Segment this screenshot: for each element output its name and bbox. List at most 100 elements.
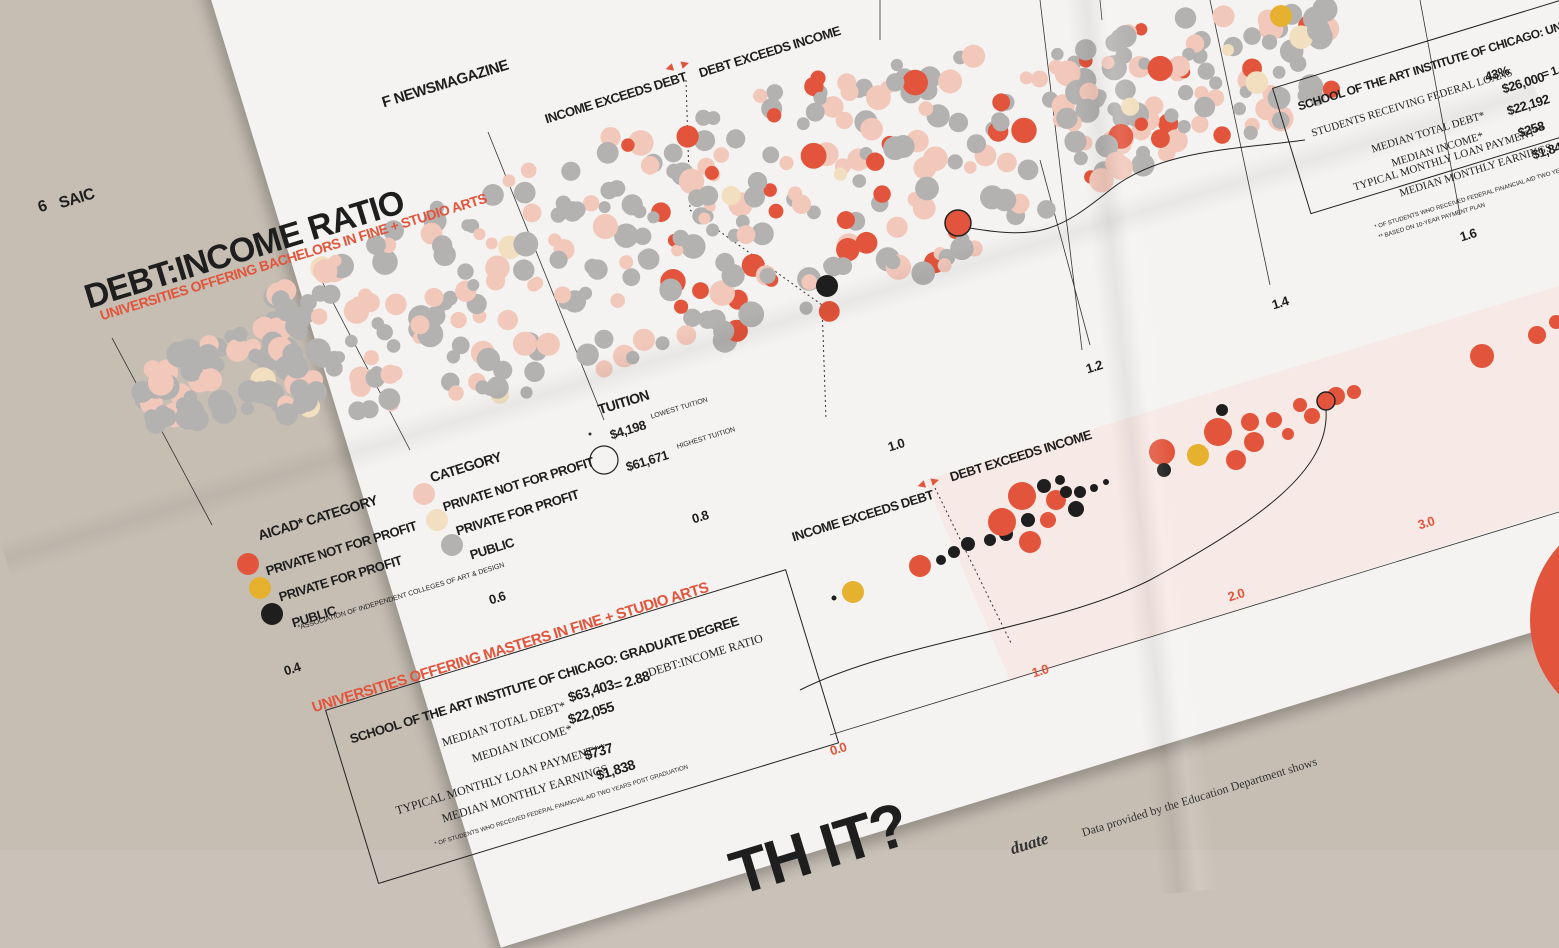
axis-line-masters xyxy=(829,511,1559,736)
bubble-bachelors xyxy=(424,287,444,307)
bubble-masters xyxy=(1055,475,1065,485)
bubble-bachelors xyxy=(886,73,905,92)
bubble-bachelors xyxy=(448,385,464,401)
bubble-bachelors xyxy=(366,235,386,255)
bubble-bachelors xyxy=(698,310,717,329)
bubble-bachelors xyxy=(666,163,682,179)
bubble-bachelors xyxy=(410,315,430,335)
bubble-masters xyxy=(831,595,837,601)
bubble-bachelors xyxy=(768,203,784,219)
bubble-bachelors xyxy=(640,156,660,175)
bubble-bachelors xyxy=(520,162,537,179)
bubble-bachelors xyxy=(238,380,261,403)
legend-swatch xyxy=(441,534,463,556)
bubble-masters xyxy=(1068,501,1084,517)
bubble-bachelors xyxy=(747,172,768,192)
bubble-bachelors xyxy=(816,275,838,297)
bubble-bachelors xyxy=(1114,25,1137,48)
bubble-bachelors xyxy=(596,141,619,164)
bubble-bachelors xyxy=(1209,76,1223,90)
bubble-bachelors xyxy=(473,228,486,241)
bubble-bachelors xyxy=(659,278,683,302)
large-bubble-masters xyxy=(1530,545,1559,695)
bubble-bachelors xyxy=(386,339,401,353)
legend-swatch xyxy=(588,432,592,436)
bubble-bachelors xyxy=(275,298,299,322)
bubble-masters xyxy=(988,508,1016,536)
bubble-masters xyxy=(1040,512,1056,528)
bubble-bachelors xyxy=(632,328,656,351)
bubble-bachelors xyxy=(457,263,474,280)
bubble-bachelors xyxy=(482,184,504,206)
bubble-bachelors xyxy=(913,156,937,180)
bubble-bachelors xyxy=(1261,34,1278,50)
bubble-bachelors xyxy=(175,404,201,430)
bubble-bachelors xyxy=(692,282,709,299)
bubble-masters xyxy=(948,546,960,558)
bubble-bachelors xyxy=(310,308,328,325)
bubble-bachelors xyxy=(890,58,904,72)
bubble-bachelors xyxy=(1108,155,1133,180)
bubble-bachelors xyxy=(282,343,304,365)
bubble-bachelors xyxy=(196,344,220,367)
bubble-bachelors xyxy=(1075,98,1100,123)
bubble-bachelors xyxy=(184,345,204,364)
saic-bubble-masters xyxy=(1316,391,1336,411)
bubble-bachelors xyxy=(598,201,611,214)
bubble-bachelors xyxy=(1164,129,1188,153)
bubble-bachelors xyxy=(647,211,660,224)
bubble-masters xyxy=(1037,479,1051,493)
bubble-bachelors xyxy=(706,111,721,126)
bubble-bachelors xyxy=(852,174,867,188)
bubble-bachelors xyxy=(493,360,513,380)
bubble-bachelors xyxy=(688,189,706,208)
bubble-bachelors xyxy=(1115,79,1136,101)
bubble-bachelors xyxy=(1213,126,1231,144)
bubble-bachelors xyxy=(694,130,716,152)
bubble-bachelors xyxy=(1011,117,1037,144)
bubble-bachelors xyxy=(582,195,600,212)
bubble-bachelors xyxy=(1101,56,1115,70)
bubble-bachelors xyxy=(1194,96,1216,118)
bubble-bachelors xyxy=(1191,115,1209,133)
bubble-bachelors xyxy=(961,44,986,68)
bubble-bachelors xyxy=(180,359,203,382)
bubble-bachelors xyxy=(1322,80,1341,99)
bubble-bachelors xyxy=(1089,168,1114,193)
bubble-bachelors xyxy=(886,216,908,238)
bubble-bachelors xyxy=(835,111,853,130)
bubble-bachelors xyxy=(997,152,1017,173)
bubble-bachelors xyxy=(561,161,581,181)
bubble-bachelors xyxy=(938,69,963,94)
bubble-bachelors xyxy=(485,271,506,291)
debt-exceeds-band xyxy=(925,286,1559,680)
bubble-bachelors xyxy=(621,194,643,216)
connector-grad xyxy=(799,409,1327,691)
bubble-masters xyxy=(1244,432,1264,452)
bubble-bachelors xyxy=(1051,47,1064,61)
bubble-bachelors xyxy=(325,359,343,377)
bubble-masters xyxy=(936,555,946,565)
bubble-bachelors xyxy=(911,261,935,286)
gridline xyxy=(1039,159,1091,346)
bubble-bachelors xyxy=(614,223,639,248)
connector-undergrad xyxy=(969,139,1306,234)
bubble-bachelors xyxy=(759,267,776,284)
bubble-bachelors xyxy=(446,350,461,364)
bubble-bachelors xyxy=(947,154,963,170)
bubble-masters xyxy=(842,581,864,603)
bubble-bachelors xyxy=(378,388,401,410)
bubble-bachelors xyxy=(486,376,509,399)
bubble-bachelors xyxy=(524,361,545,382)
bubble-bachelors xyxy=(1131,153,1155,177)
bubble-bachelors xyxy=(1271,111,1290,130)
bubble-bachelors xyxy=(1297,88,1312,103)
bubble-bachelors xyxy=(762,146,780,164)
bubble-bachelors xyxy=(626,350,640,365)
bubble-bachelors xyxy=(157,407,177,427)
bubble-bachelors xyxy=(634,227,652,245)
bubble-bachelors xyxy=(555,195,572,211)
bubble-bachelors xyxy=(302,295,317,311)
bubble-bachelors xyxy=(678,168,705,194)
bubble-bachelors xyxy=(1164,108,1179,123)
